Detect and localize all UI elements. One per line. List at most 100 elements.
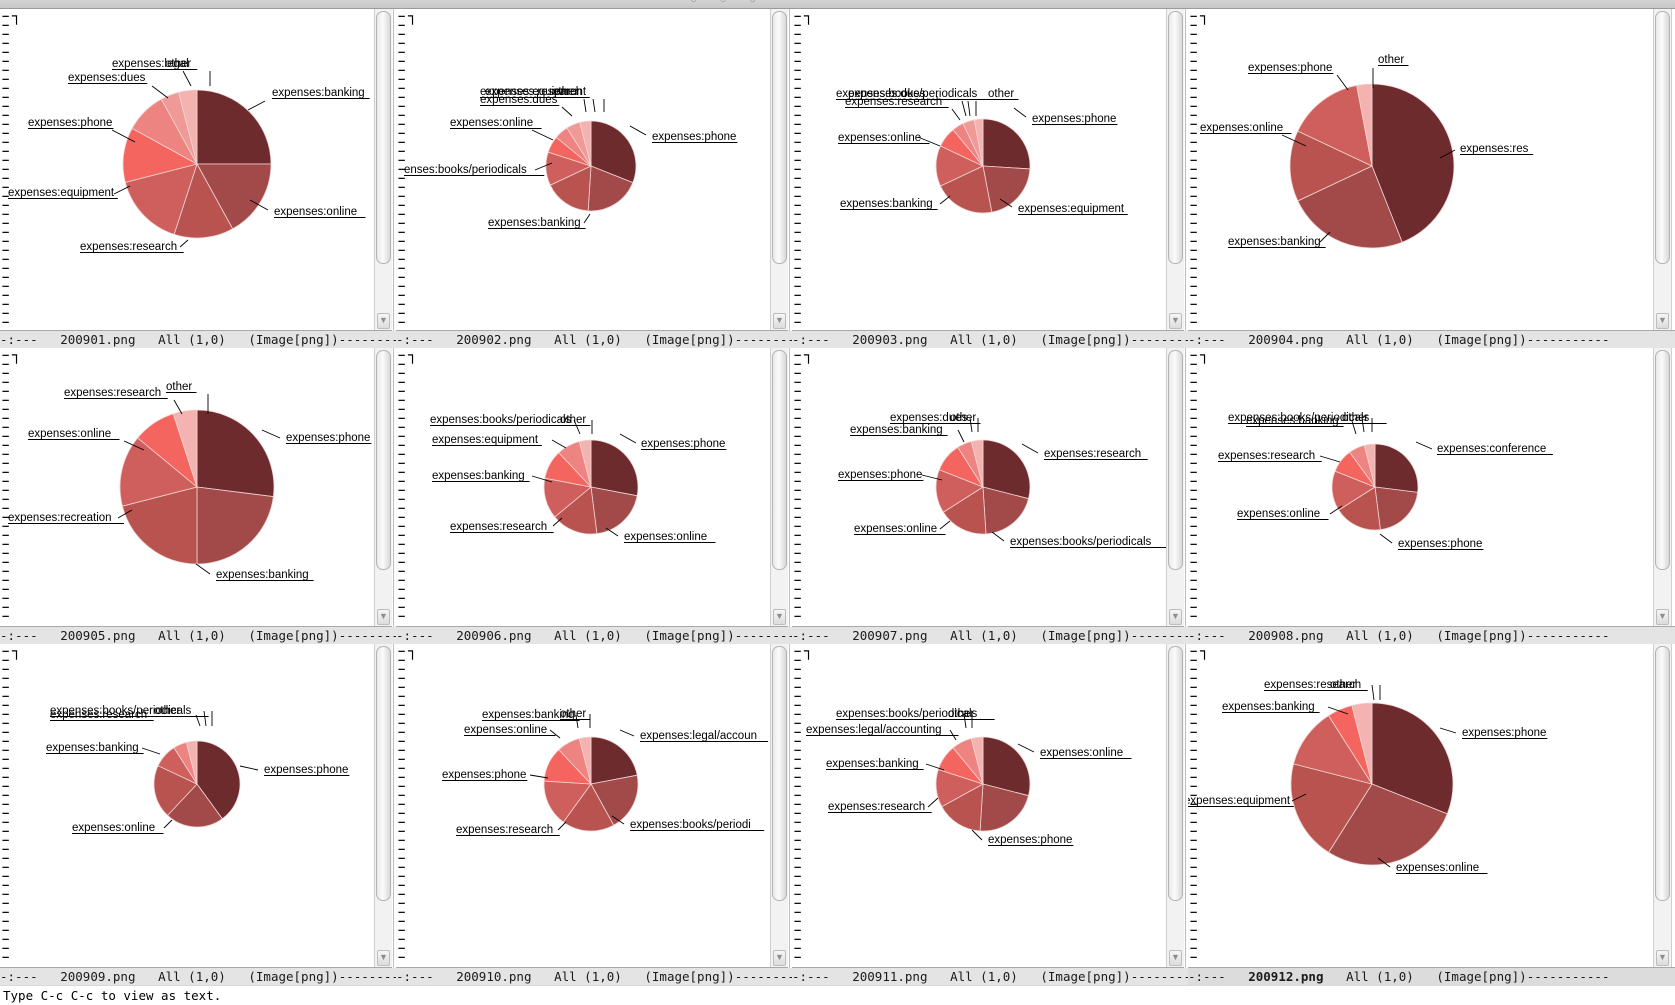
- scrollbar-thumb[interactable]: [772, 11, 787, 265]
- emacs-window-200911[interactable]: – – – – – – – – – – – – – – – – – – – – – – – – – – – – – – – – – – – ┐ expe…: [792, 644, 1188, 985]
- window-body[interactable]: – – – – – – – – – – – – – – – – – – – – – – – – – – – – – – ┐ expenses:…: [792, 348, 1188, 627]
- emacs-window-200910[interactable]: – – – – – – – – – – – – – – – – – – – – – – – – – – – – – – – – – – – ┐ expe…: [396, 644, 792, 985]
- window-body[interactable]: – – – – – – – – – – – – – – – – – – – – – – – – – – – – – – – – – – – ┐ expe…: [792, 9, 1188, 331]
- window-divider[interactable]: [1184, 348, 1188, 627]
- mode-line-major-mode[interactable]: (Image[png]): [644, 969, 735, 984]
- mode-line-major-mode[interactable]: (Image[png]): [1436, 628, 1527, 643]
- scrollbar-thumb[interactable]: [772, 350, 787, 570]
- mode-line-major-mode[interactable]: (Image[png]): [248, 969, 339, 984]
- vertical-scrollbar[interactable]: ▼: [770, 9, 789, 331]
- window-divider[interactable]: [392, 9, 396, 331]
- mode-line-buffer-name[interactable]: 200905.png: [60, 628, 136, 643]
- emacs-window-200904[interactable]: – – – – – – – – – – – – – – – – – – – – – – – – – – – – – – – – – – – ┐ expe…: [1188, 9, 1675, 348]
- window-body[interactable]: – – – – – – – – – – – – – – – – – – – – – – – – – – – – – – – – – – – ┐ expe…: [1188, 9, 1675, 331]
- scrollbar-down-arrow[interactable]: ▼: [1169, 609, 1182, 625]
- emacs-window-200906[interactable]: – – – – – – – – – – – – – – – – – – – – – – – – – – – – – – ┐ expenses:…: [396, 348, 792, 644]
- mode-line-buffer-name[interactable]: 200903.png: [852, 332, 928, 347]
- scrollbar-down-arrow[interactable]: ▼: [773, 950, 786, 966]
- scrollbar-down-arrow[interactable]: ▼: [773, 609, 786, 625]
- vertical-scrollbar[interactable]: ▼: [1653, 9, 1672, 331]
- vertical-scrollbar[interactable]: ▼: [770, 644, 789, 968]
- emacs-window-200907[interactable]: – – – – – – – – – – – – – – – – – – – – – – – – – – – – – – ┐ expenses:…: [792, 348, 1188, 644]
- window-body[interactable]: – – – – – – – – – – – – – – – – – – – – – – – – – – – – – – – – – – – ┐ expe…: [0, 9, 396, 331]
- scrollbar-down-arrow[interactable]: ▼: [1169, 313, 1182, 329]
- vertical-scrollbar[interactable]: ▼: [770, 348, 789, 627]
- mode-line-buffer-name[interactable]: 200910.png: [456, 969, 532, 984]
- mode-line-major-mode[interactable]: (Image[png]): [1040, 332, 1131, 347]
- mode-line-buffer-name[interactable]: 200909.png: [60, 969, 136, 984]
- scrollbar-down-arrow[interactable]: ▼: [377, 950, 390, 966]
- window-divider[interactable]: [788, 348, 792, 627]
- scrollbar-thumb[interactable]: [376, 646, 391, 901]
- mode-line-major-mode[interactable]: (Image[png]): [1040, 969, 1131, 984]
- mode-line[interactable]: -:--- 200902.png All (1,0) (Image[png])-…: [396, 330, 792, 348]
- mode-line[interactable]: -:--- 200901.png All (1,0) (Image[png])-…: [0, 330, 396, 348]
- window-body[interactable]: – – – – – – – – – – – – – – – – – – – – – – – – – – – – – – ┐ expenses:…: [396, 348, 792, 627]
- window-divider[interactable]: [788, 644, 792, 968]
- mode-line[interactable]: -:--- 200911.png All (1,0) (Image[png])-…: [792, 967, 1188, 985]
- vertical-scrollbar[interactable]: ▼: [1166, 9, 1185, 331]
- mode-line[interactable]: -:--- 200905.png All (1,0) (Image[png])-…: [0, 626, 396, 644]
- mode-line[interactable]: -:--- 200904.png All (1,0) (Image[png])-…: [1188, 330, 1675, 348]
- mode-line-major-mode[interactable]: (Image[png]): [1436, 332, 1527, 347]
- emacs-window-200908[interactable]: – – – – – – – – – – – – – – – – – – – – – – – – – – – – – – ┐ expenses:…: [1188, 348, 1675, 644]
- window-body[interactable]: – – – – – – – – – – – – – – – – – – – – – – – – – – – – – – – – – – – ┐ expe…: [792, 644, 1188, 968]
- scrollbar-thumb[interactable]: [772, 646, 787, 901]
- mode-line-major-mode[interactable]: (Image[png]): [644, 332, 735, 347]
- scrollbar-down-arrow[interactable]: ▼: [1656, 313, 1669, 329]
- emacs-window-200903[interactable]: – – – – – – – – – – – – – – – – – – – – – – – – – – – – – – – – – – – ┐ expe…: [792, 9, 1188, 348]
- mode-line-major-mode[interactable]: (Image[png]): [1436, 969, 1527, 984]
- scrollbar-thumb[interactable]: [1655, 350, 1670, 570]
- mode-line[interactable]: -:--- 200903.png All (1,0) (Image[png])-…: [792, 330, 1188, 348]
- mode-line-buffer-name[interactable]: 200901.png: [60, 332, 136, 347]
- vertical-scrollbar[interactable]: ▼: [374, 644, 393, 968]
- window-body[interactable]: – – – – – – – – – – – – – – – – – – – – – – – – – – – – – – – – – – – ┐ expe…: [1188, 644, 1675, 968]
- window-body[interactable]: – – – – – – – – – – – – – – – – – – – – – – – – – – – – – – – – – – – ┐ expe…: [396, 9, 792, 331]
- vertical-scrollbar[interactable]: ▼: [374, 348, 393, 627]
- scrollbar-thumb[interactable]: [1655, 646, 1670, 901]
- scrollbar-thumb[interactable]: [1655, 11, 1670, 265]
- emacs-window-200909[interactable]: – – – – – – – – – – – – – – – – – – – – – – – – – – – – – – – – – – – ┐ expe…: [0, 644, 396, 985]
- scrollbar-down-arrow[interactable]: ▼: [377, 313, 390, 329]
- mode-line-major-mode[interactable]: (Image[png]): [1040, 628, 1131, 643]
- window-body[interactable]: – – – – – – – – – – – – – – – – – – – – – – – – – – – – – – ┐ expenses:…: [1188, 348, 1675, 627]
- window-divider[interactable]: [788, 9, 792, 331]
- emacs-window-200905[interactable]: – – – – – – – – – – – – – – – – – – – – – – – – – – – – – – ┐ expenses:…: [0, 348, 396, 644]
- mode-line[interactable]: -:--- 200907.png All (1,0) (Image[png])-…: [792, 626, 1188, 644]
- vertical-scrollbar[interactable]: ▼: [1653, 644, 1672, 968]
- scrollbar-thumb[interactable]: [1168, 646, 1183, 901]
- vertical-scrollbar[interactable]: ▼: [1653, 348, 1672, 627]
- mode-line[interactable]: -:--- 200906.png All (1,0) (Image[png])-…: [396, 626, 792, 644]
- mode-line-buffer-name[interactable]: 200907.png: [852, 628, 928, 643]
- mode-line-buffer-name[interactable]: 200911.png: [852, 969, 928, 984]
- mode-line-major-mode[interactable]: (Image[png]): [248, 628, 339, 643]
- mode-line[interactable]: -:--- 200912.png All (1,0) (Image[png])-…: [1188, 967, 1675, 985]
- mode-line[interactable]: -:--- 200910.png All (1,0) (Image[png])-…: [396, 967, 792, 985]
- mode-line[interactable]: -:--- 200908.png All (1,0) (Image[png])-…: [1188, 626, 1675, 644]
- mode-line-buffer-name[interactable]: 200902.png: [456, 332, 532, 347]
- scrollbar-thumb[interactable]: [376, 350, 391, 570]
- scrollbar-down-arrow[interactable]: ▼: [1656, 950, 1669, 966]
- mode-line-major-mode[interactable]: (Image[png]): [248, 332, 339, 347]
- vertical-scrollbar[interactable]: ▼: [1166, 348, 1185, 627]
- scrollbar-down-arrow[interactable]: ▼: [377, 609, 390, 625]
- scrollbar-thumb[interactable]: [1168, 11, 1183, 265]
- emacs-window-200902[interactable]: – – – – – – – – – – – – – – – – – – – – – – – – – – – – – – – – – – – ┐ expe…: [396, 9, 792, 348]
- mode-line-buffer-name[interactable]: 200906.png: [456, 628, 532, 643]
- mode-line[interactable]: -:--- 200909.png All (1,0) (Image[png])-…: [0, 967, 396, 985]
- window-divider[interactable]: [392, 348, 396, 627]
- mode-line-buffer-name[interactable]: 200912.png: [1248, 969, 1324, 984]
- vertical-scrollbar[interactable]: ▼: [374, 9, 393, 331]
- mode-line-buffer-name[interactable]: 200904.png: [1248, 332, 1324, 347]
- scrollbar-down-arrow[interactable]: ▼: [1169, 950, 1182, 966]
- window-body[interactable]: – – – – – – – – – – – – – – – – – – – – – – – – – – – – – – – – – – – ┐ expe…: [0, 644, 396, 968]
- scrollbar-down-arrow[interactable]: ▼: [773, 313, 786, 329]
- window-body[interactable]: – – – – – – – – – – – – – – – – – – – – – – – – – – – – – – ┐ expenses:…: [0, 348, 396, 627]
- window-body[interactable]: – – – – – – – – – – – – – – – – – – – – – – – – – – – – – – – – – – – ┐ expe…: [396, 644, 792, 968]
- emacs-window-200901[interactable]: – – – – – – – – – – – – – – – – – – – – – – – – – – – – – – – – – – – ┐ expe…: [0, 9, 396, 348]
- scrollbar-thumb[interactable]: [376, 11, 391, 265]
- emacs-window-200912[interactable]: – – – – – – – – – – – – – – – – – – – – – – – – – – – – – – – – – – – ┐ expe…: [1188, 644, 1675, 985]
- scrollbar-down-arrow[interactable]: ▼: [1656, 609, 1669, 625]
- window-divider[interactable]: [1184, 9, 1188, 331]
- vertical-scrollbar[interactable]: ▼: [1166, 644, 1185, 968]
